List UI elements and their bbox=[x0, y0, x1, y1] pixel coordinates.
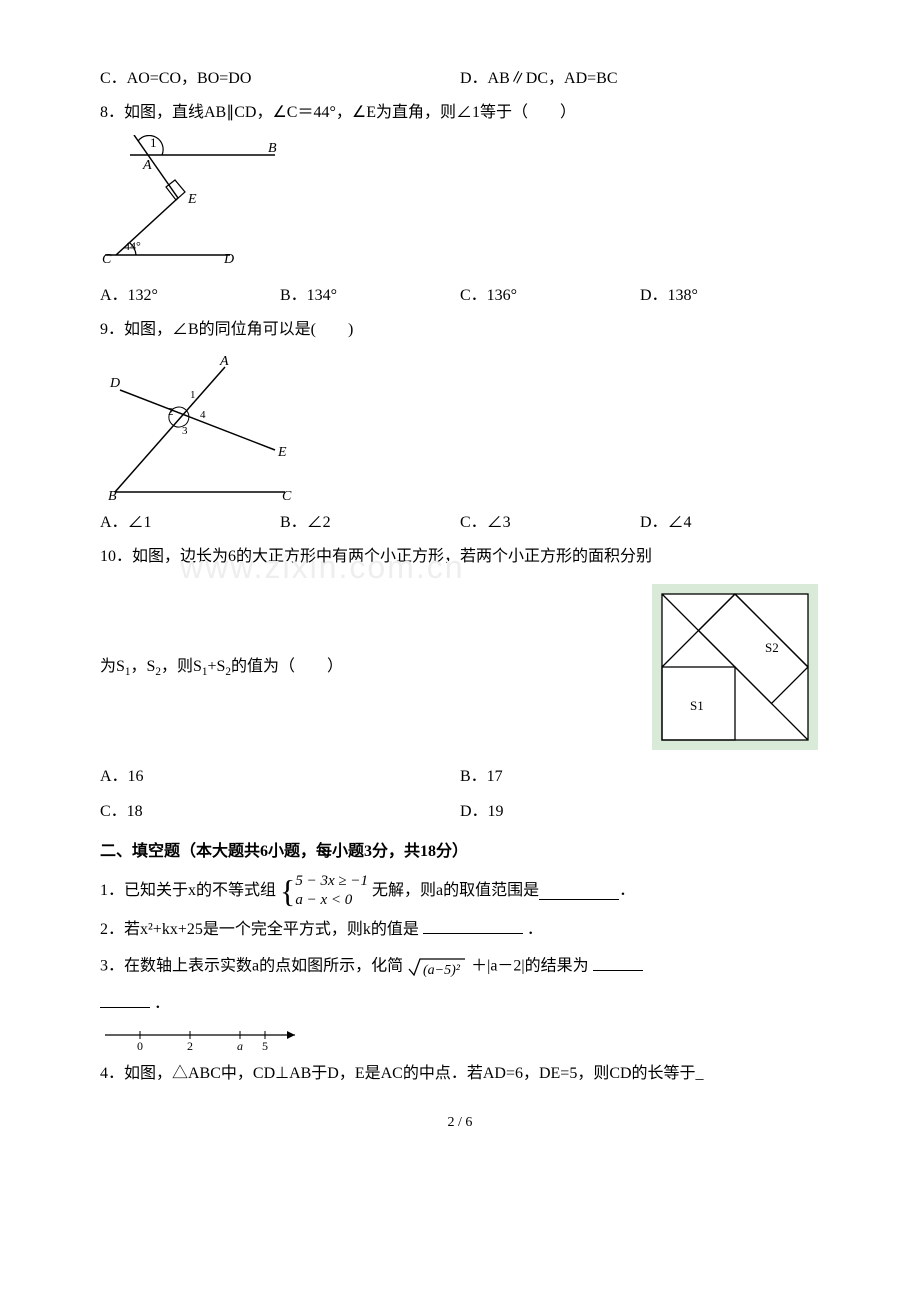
f2-line: 2．若x²+kx+25是一个完全平方式，则k的值是 ． bbox=[100, 915, 820, 945]
q8-label-1: 1 bbox=[150, 135, 157, 150]
q10-label-S2: S2 bbox=[765, 640, 779, 655]
f1-brace-bot: a − x < 0 bbox=[295, 891, 368, 911]
q9-label-B: B bbox=[108, 489, 117, 502]
f1-brace-top: 5 − 3x ≥ −1 bbox=[295, 872, 368, 892]
f3-tick-2: 2 bbox=[187, 1039, 193, 1053]
f2-end: ． bbox=[527, 921, 543, 938]
section2-title: 二、填空题（本大题共6小题，每小题3分，共18分） bbox=[100, 837, 820, 867]
f3-line: 3．在数轴上表示实数a的点如图所示，化简 (a−5)² ＋|a－2|的结果为 bbox=[100, 949, 820, 985]
q10-optB: B．17 bbox=[460, 762, 820, 792]
f2-pre: 2．若x²+kx+25是一个完全平方式，则k的值是 bbox=[100, 921, 419, 938]
q9-label-E: E bbox=[277, 445, 287, 460]
q10-sp-e: 的值为（ ） bbox=[231, 658, 343, 675]
f3-line2: ． bbox=[100, 989, 820, 1019]
q9-optD: D．∠4 bbox=[640, 508, 820, 538]
q8-label-C: C bbox=[102, 252, 112, 267]
q8-stem: 8．如图，直线AB∥CD，∠C＝44°，∠E为直角，则∠1等于（ ） bbox=[100, 98, 820, 128]
q8-optA: A．132° bbox=[100, 281, 280, 311]
q9-label-D: D bbox=[109, 376, 120, 391]
q9-figure: A B C D E 1 2 3 4 bbox=[100, 352, 300, 502]
f1-blank bbox=[539, 883, 619, 900]
q9-options: A．∠1 B．∠2 C．∠3 D．∠4 bbox=[100, 508, 820, 538]
f3-tick-0: 0 bbox=[137, 1039, 143, 1053]
f3-end: ． bbox=[154, 995, 170, 1012]
f3-mid: ＋|a－2|的结果为 bbox=[471, 958, 589, 975]
q9-optB: B．∠2 bbox=[280, 508, 460, 538]
q8-figure: 1 A B E C D 44° bbox=[100, 135, 280, 275]
q8-label-B: B bbox=[268, 141, 277, 156]
q9-label-3: 3 bbox=[182, 425, 188, 437]
q9-label-4: 4 bbox=[200, 409, 206, 421]
f3-blank1 bbox=[593, 954, 643, 971]
f3-tick-5: 5 bbox=[262, 1039, 268, 1053]
f3-blank2 bbox=[100, 991, 150, 1008]
q9-label-C: C bbox=[282, 489, 292, 502]
f3-numberline: 0 2 a 5 bbox=[100, 1025, 310, 1053]
q10-figure: S1 S2 bbox=[650, 582, 820, 752]
q9-optA: A．∠1 bbox=[100, 508, 280, 538]
q9-optC: C．∠3 bbox=[460, 508, 640, 538]
q10-optA: A．16 bbox=[100, 762, 460, 792]
q10-sp-c: ，则S bbox=[161, 658, 202, 675]
q8-label-D: D bbox=[223, 252, 234, 267]
q8-optD: D．138° bbox=[640, 281, 820, 311]
f3-pre: 3．在数轴上表示实数a的点如图所示，化简 bbox=[100, 958, 403, 975]
q10-sp-d: +S bbox=[208, 658, 226, 675]
q8-optB: B．134° bbox=[280, 281, 460, 311]
q10-options-row2: C．18 D．19 bbox=[100, 797, 820, 827]
q10-sp-a: 为S bbox=[100, 658, 125, 675]
f3-sqrt: (a−5)² bbox=[423, 963, 461, 978]
f3-tick-a: a bbox=[237, 1039, 243, 1053]
q10-optD: D．19 bbox=[460, 797, 820, 827]
f1-post: 无解，则a的取值范围是 bbox=[372, 876, 539, 906]
q7-optC: C．AO=CO，BO=DO bbox=[100, 64, 460, 94]
q8-label-44: 44° bbox=[124, 239, 141, 253]
q10-stem-pre: 10．如图，边长为6的大正方形中有两个小正方形，若两个小正方形的面积分别 bbox=[100, 542, 820, 572]
q10-optC: C．18 bbox=[100, 797, 460, 827]
page-number: 2 / 6 bbox=[100, 1110, 820, 1137]
f2-blank bbox=[423, 917, 523, 934]
q7-optD: D．AB∥DC，AD=BC bbox=[460, 64, 820, 94]
q10-sp-b: ，S bbox=[131, 658, 156, 675]
q9-label-A: A bbox=[219, 354, 229, 369]
f1-line: 1．已知关于x的不等式组 { 5 − 3x ≥ −1 a − x < 0 无解，… bbox=[100, 872, 820, 911]
q8-options: A．132° B．134° C．136° D．138° bbox=[100, 281, 820, 311]
f4-line: 4．如图，△ABC中，CD⊥AB于D，E是AC的中点．若AD=6，DE=5，则C… bbox=[100, 1059, 820, 1089]
q8-optC: C．136° bbox=[460, 281, 640, 311]
q9-label-1: 1 bbox=[190, 389, 196, 401]
q7-options: C．AO=CO，BO=DO D．AB∥DC，AD=BC bbox=[100, 64, 820, 94]
f1-pre: 1．已知关于x的不等式组 bbox=[100, 876, 276, 906]
q9-stem: 9．如图，∠B的同位角可以是( ) bbox=[100, 315, 820, 345]
q10-label-S1: S1 bbox=[690, 698, 704, 713]
q8-label-A: A bbox=[142, 158, 152, 173]
q10-options-row1: A．16 B．17 bbox=[100, 762, 820, 792]
q10-stem-post: 为S1，S2，则S1+S2的值为（ ） bbox=[100, 652, 343, 683]
q9-label-2: 2 bbox=[168, 406, 174, 418]
q8-label-E: E bbox=[187, 192, 197, 207]
f1-end: ． bbox=[619, 876, 635, 906]
